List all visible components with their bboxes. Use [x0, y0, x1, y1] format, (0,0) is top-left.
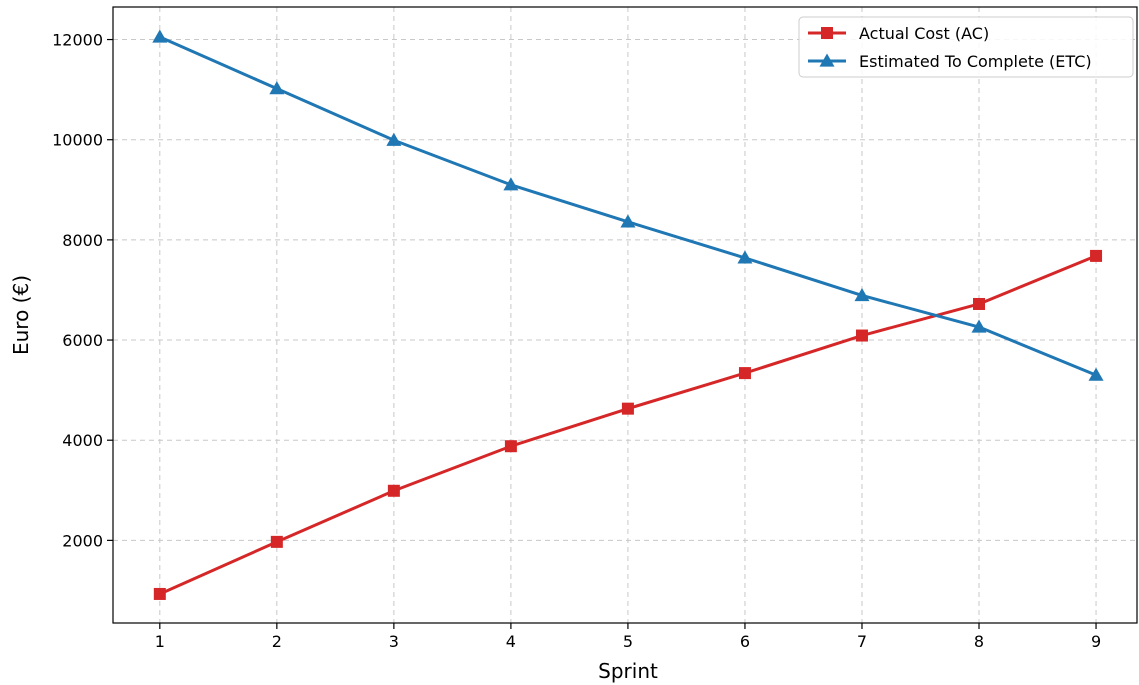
data-point: [855, 329, 868, 342]
y-tick-label: 8000: [62, 231, 103, 250]
legend: Actual Cost (AC) Estimated To Complete (E…: [798, 16, 1134, 78]
plot-frame: [112, 6, 1138, 624]
data-point: [971, 319, 987, 333]
legend-label: Actual Cost (AC): [859, 24, 989, 43]
series-actual-cost: [153, 249, 1103, 600]
data-point: [1090, 249, 1103, 262]
legend-label: Estimated To Complete (ETC): [859, 52, 1092, 71]
grid: [113, 7, 1137, 623]
data-point: [854, 287, 870, 302]
data-point: [153, 587, 166, 600]
x-tick-label: 2: [272, 632, 282, 651]
x-tick-label: 3: [389, 632, 399, 651]
x-axis-title: Sprint: [598, 659, 658, 683]
x-tick-label: 8: [974, 632, 984, 651]
data-point: [386, 132, 402, 146]
data-point: [973, 297, 986, 310]
series: [152, 29, 1104, 600]
data-point: [1088, 367, 1104, 381]
legend-marker: [821, 27, 833, 39]
y-tick-label: 12000: [52, 31, 103, 50]
data-point: [269, 81, 285, 95]
data-point: [503, 177, 519, 191]
legend-box: [798, 16, 1134, 78]
legend-item: Actual Cost (AC): [808, 24, 989, 43]
data-point: [738, 367, 751, 380]
y-tick-label: 2000: [62, 531, 103, 550]
legend-marker: [819, 53, 835, 67]
y-tick-label: 4000: [62, 431, 103, 450]
x-tick-label: 5: [623, 632, 633, 651]
x-tick-label: 6: [740, 632, 750, 651]
x-tick-label: 1: [155, 632, 165, 651]
y-tick-label: 6000: [62, 331, 103, 350]
data-point: [270, 535, 283, 548]
data-point: [152, 29, 168, 43]
x-tick-label: 7: [857, 632, 867, 651]
data-point: [737, 250, 753, 264]
data-point: [504, 440, 517, 453]
data-point: [387, 484, 400, 497]
data-point: [620, 214, 636, 228]
data-point: [621, 402, 634, 415]
series-estimated-to-complete: [152, 29, 1104, 381]
x-tick-label: 4: [506, 632, 516, 651]
x-tick-label: 9: [1091, 632, 1101, 651]
axes: 1 2 3 4 5 6 7 8 9 2000 4000 6000 8000 10000 12000: [52, 31, 1101, 651]
y-tick-label: 10000: [52, 131, 103, 150]
y-axis-title: Euro (€): [9, 275, 33, 355]
legend-item: Estimated To Complete (ETC): [808, 52, 1092, 71]
